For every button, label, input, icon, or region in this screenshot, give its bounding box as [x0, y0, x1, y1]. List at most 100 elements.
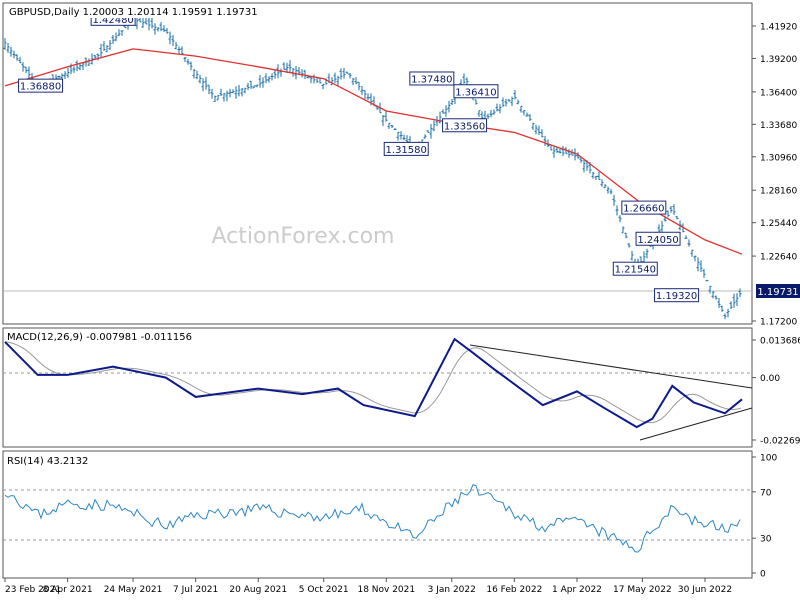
- price-bar: [606, 186, 610, 194]
- price-bar: [195, 70, 199, 80]
- price-bar: [90, 53, 94, 65]
- price-bar: [495, 103, 499, 112]
- price-bar: [147, 16, 151, 31]
- price-bar: [159, 22, 163, 32]
- price-bar: [666, 210, 670, 218]
- price-bar: [735, 293, 739, 307]
- price-bar: [204, 76, 208, 90]
- price-bar: [255, 84, 259, 88]
- price-y-tick-label: 1.36400: [760, 88, 797, 98]
- price-bar: [591, 171, 595, 179]
- price-bar: [705, 279, 709, 282]
- x-tick-label: 8 Apr 2021: [43, 585, 93, 595]
- macd-line: [4, 337, 743, 429]
- price-annotation: 1.24050: [635, 231, 681, 246]
- price-bar: [402, 134, 406, 141]
- price-bar: [489, 110, 493, 118]
- price-bar: [537, 125, 541, 136]
- price-bar: [279, 68, 283, 77]
- price-bar: [708, 285, 712, 294]
- price-bar: [675, 216, 679, 220]
- price-bar: [177, 46, 181, 54]
- price-annotation: 1.19320: [654, 288, 700, 303]
- price-annotation-label: 1.36880: [20, 82, 61, 93]
- rsi-y-tick-label: 70: [760, 488, 772, 498]
- price-bar: [504, 98, 508, 107]
- x-tick-label: 30 Jun 2022: [678, 585, 732, 595]
- current-price-label: 1.19731: [757, 287, 798, 298]
- price-bar: [384, 111, 388, 122]
- price-bar: [396, 131, 400, 141]
- price-bar: [690, 249, 694, 257]
- price-bar: [189, 61, 193, 71]
- macd-panel-frame: [2, 327, 753, 448]
- price-header: GBPUSD,Daily 1.20003 1.20114 1.19591 1.1…: [9, 7, 258, 18]
- rsi-y-tick-label: 0: [760, 570, 766, 580]
- price-bar: [693, 255, 697, 262]
- price-bar: [540, 129, 544, 138]
- price-bar: [699, 260, 703, 272]
- price-bar: [96, 53, 100, 61]
- price-bar: [237, 84, 241, 97]
- price-bar: [546, 139, 550, 148]
- price-bar: [486, 113, 490, 119]
- price-annotation: 1.36410: [453, 84, 499, 99]
- x-tick-label: 16 Feb 2022: [486, 585, 542, 595]
- price-bar: [180, 46, 184, 55]
- price-bar: [501, 97, 505, 108]
- x-tick-label: 24 May 2021: [104, 585, 163, 595]
- price-bar: [300, 69, 304, 78]
- x-tick-label: 7 Jul 2021: [173, 585, 218, 595]
- price-bar: [339, 68, 343, 80]
- x-tick-label: 3 Jan 2022: [428, 585, 476, 595]
- current-price-label-box: [756, 284, 800, 298]
- price-annotation-label: 1.31580: [386, 145, 427, 156]
- macd-signal-line: [4, 341, 742, 424]
- price-bar: [447, 100, 451, 113]
- price-bar: [213, 95, 217, 102]
- price-bar: [303, 69, 307, 79]
- price-bar: [222, 92, 226, 102]
- price-bar: [210, 88, 214, 99]
- price-bar: [183, 56, 187, 63]
- price-bar: [627, 243, 631, 248]
- price-annotation: 1.31580: [383, 141, 429, 156]
- price-bar: [243, 87, 247, 94]
- price-header-bg: [4, 4, 216, 18]
- price-annotation: 1.21540: [612, 261, 658, 276]
- price-bar: [27, 66, 31, 79]
- price-bar: [552, 146, 556, 158]
- price-bar: [87, 58, 91, 66]
- price-bar: [114, 32, 118, 42]
- rsi-panel-frame: [2, 450, 753, 579]
- price-bar: [543, 135, 547, 146]
- price-y-tick-label: 1.22640: [760, 253, 797, 263]
- price-bar: [423, 134, 427, 139]
- price-bar: [612, 194, 616, 206]
- price-bar: [342, 67, 346, 79]
- price-bar: [201, 78, 205, 92]
- price-bar: [717, 298, 721, 309]
- price-bar: [525, 112, 529, 117]
- price-bar: [102, 41, 106, 52]
- price-y-tick-label: 1.33680: [760, 121, 797, 131]
- price-y-axis: 1.41920 1.39200 1.36400 1.33680 1.30960 1.281…: [752, 23, 797, 328]
- price-bar: [294, 65, 298, 80]
- price-bar: [432, 120, 436, 132]
- macd-trendline-upper: [469, 344, 753, 389]
- price-bar: [117, 29, 121, 36]
- price-bar: [153, 23, 157, 35]
- price-bar: [510, 96, 514, 106]
- price-bar: [168, 31, 172, 45]
- price-bar: [615, 205, 619, 216]
- price-bar: [141, 17, 145, 28]
- price-bar: [267, 76, 271, 83]
- price-bar: [576, 152, 580, 159]
- price-annotation: 1.33560: [442, 118, 488, 133]
- price-bar: [444, 105, 448, 117]
- price-bar: [207, 84, 211, 95]
- price-bar: [435, 115, 439, 127]
- price-bar: [528, 114, 532, 121]
- price-bar: [246, 82, 250, 91]
- x-tick-label: 5 Oct 2021: [299, 585, 349, 595]
